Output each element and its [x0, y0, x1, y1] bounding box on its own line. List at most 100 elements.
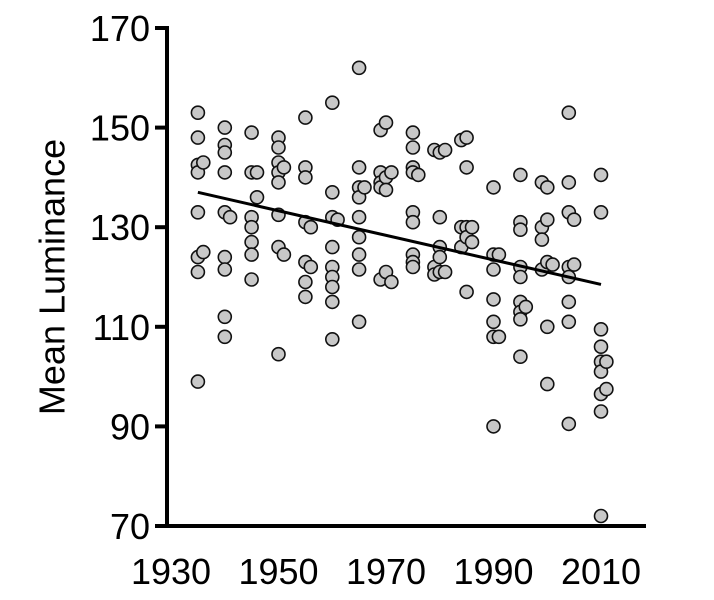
y-axis-title: Mean Luminance [32, 139, 73, 415]
scatter-point [217, 309, 233, 325]
scatter-point [539, 212, 555, 227]
y-tick-label: 110 [93, 307, 150, 348]
scatter-point [271, 346, 286, 362]
scatter-point [459, 284, 474, 300]
y-tick-label: 70 [110, 506, 150, 547]
scatter-point [437, 264, 453, 280]
scatter-point [244, 234, 259, 250]
scatter-point [405, 259, 421, 275]
scatter-point [324, 279, 340, 295]
scatter-point [593, 339, 609, 355]
scatter-point [357, 180, 372, 195]
scatter-point [545, 257, 560, 272]
scatter-point [384, 165, 399, 180]
scatter-point [593, 404, 609, 419]
scatter-point [298, 110, 313, 125]
scatter-point [539, 319, 555, 335]
scatter-point [405, 214, 421, 230]
scatter-point [539, 180, 555, 195]
scatter-point [244, 247, 259, 262]
scatter-point [303, 259, 319, 275]
scatter-point [410, 167, 426, 183]
scatter-point [190, 105, 206, 120]
scatter-point [324, 185, 340, 200]
scatter-point [437, 142, 453, 158]
scatter-point [432, 249, 448, 265]
scatter-point [566, 257, 582, 272]
scatter-point [561, 105, 577, 120]
y-axis-ticks: 70 90 110 130 150 170 [90, 8, 167, 547]
scatter-point [599, 381, 614, 397]
scatter-point [249, 165, 265, 180]
scatter-point [217, 249, 233, 265]
x-axis-ticks: 1930 1950 1970 1990 2010 [131, 551, 641, 592]
scatter-point [217, 165, 233, 180]
scatter-point [513, 167, 528, 183]
scatter-point [196, 155, 211, 170]
scatter-point [196, 244, 211, 260]
scatter-point [459, 160, 474, 175]
scatter-point [298, 170, 313, 185]
scatter-point [190, 264, 206, 280]
scatter-point [599, 354, 614, 370]
scatter-point [464, 219, 480, 235]
scatter-point [566, 212, 582, 227]
scatter-point [561, 294, 577, 310]
scatter-point [276, 247, 292, 262]
x-tick-label: 2010 [561, 551, 641, 592]
scatter-point [561, 416, 577, 432]
scatter-point [513, 311, 528, 327]
scatter-point [378, 182, 394, 198]
x-tick-label: 1990 [453, 551, 533, 592]
scatter-point [351, 229, 367, 245]
scatter-point [271, 175, 286, 190]
scatter-point [534, 232, 550, 247]
scatter-point [324, 239, 340, 255]
scatter-point [217, 145, 233, 160]
scatter-point [249, 190, 265, 205]
y-tick-label: 150 [90, 108, 150, 149]
scatter-point [486, 419, 501, 434]
scatter-point [351, 247, 367, 262]
scatter-point [351, 60, 367, 76]
scatter-point [432, 209, 448, 225]
scatter-point [244, 272, 259, 287]
scatter-point [190, 130, 206, 145]
scatter-point [378, 115, 394, 130]
scatter-point [561, 175, 577, 190]
scatter-point [244, 219, 259, 235]
scatter-point [486, 180, 501, 195]
scatter-point [351, 209, 367, 225]
scatter-point [405, 125, 421, 140]
scatter-point [486, 262, 501, 277]
scatter-point [351, 314, 367, 330]
scatter-point [513, 269, 528, 285]
scatter-point [324, 331, 340, 347]
scatter-point [298, 274, 313, 290]
scatter-point [276, 160, 292, 175]
scatter-point [486, 314, 501, 330]
scatter-point [222, 209, 238, 225]
scatter-point [324, 95, 340, 110]
scatter-point [459, 130, 474, 145]
scatter-point [217, 329, 233, 345]
x-tick-label: 1970 [346, 551, 426, 592]
data-points [190, 60, 614, 524]
x-tick-label: 1930 [131, 551, 211, 592]
trend-line [197, 190, 602, 286]
scatter-point [405, 140, 421, 155]
scatter-point [539, 376, 555, 392]
x-tick-label: 1950 [238, 551, 318, 592]
scatter-point [324, 294, 340, 310]
scatter-point [491, 329, 507, 345]
scatter-point [513, 222, 528, 237]
scatter-point [351, 262, 367, 277]
y-tick-label: 130 [90, 207, 150, 248]
scatter-point [217, 262, 233, 277]
scatter-point [303, 219, 319, 235]
scatter-point [351, 160, 367, 175]
scatter-point [464, 234, 480, 250]
y-tick-label: 170 [90, 8, 150, 49]
scatter-point [518, 299, 534, 315]
